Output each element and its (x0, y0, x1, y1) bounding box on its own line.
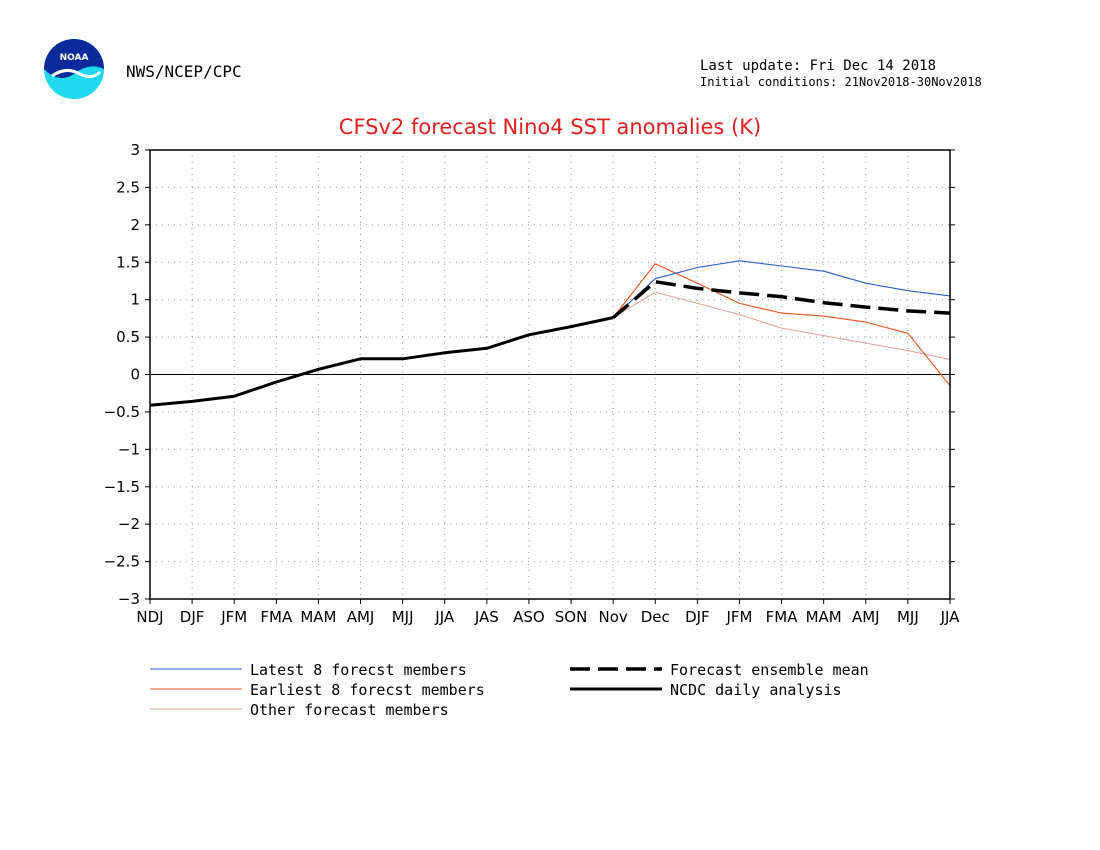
y-tick-label: 3 (130, 141, 140, 159)
x-tick-label: MJJ (897, 608, 919, 626)
y-tick-label: −1 (118, 440, 140, 458)
x-tick-label: DJF (180, 608, 205, 626)
series-line-3 (612, 263, 951, 387)
y-tick-label: −1.5 (104, 478, 140, 496)
org-name: NWS/NCEP/CPC (126, 62, 242, 81)
series-line-1 (612, 279, 951, 319)
x-tick-label: AMJ (852, 608, 880, 626)
y-tick-label: −2 (118, 515, 140, 533)
y-tick-label: 0 (130, 366, 140, 384)
y-tick-label: −2.5 (104, 553, 140, 571)
legend: Latest 8 forecst members Earliest 8 fore… (150, 661, 869, 719)
x-tick-label: NDJ (136, 608, 163, 626)
x-tick-label: MAM (806, 608, 842, 626)
series-line-4 (612, 291, 951, 360)
initial-conditions: Initial conditions: 21Nov2018-30Nov2018 (700, 75, 982, 89)
y-tick-label: 2.5 (116, 178, 140, 196)
x-tick-label: JJA (940, 608, 961, 626)
series-layer (149, 260, 951, 407)
series-line-2 (612, 260, 951, 319)
legend-label-mean: Forecast ensemble mean (670, 661, 869, 679)
y-tick-label: −0.5 (104, 403, 140, 421)
legend-label-earliest: Earliest 8 forecst members (250, 681, 485, 699)
x-tick-label: Dec (641, 608, 670, 626)
x-tick-label: JFM (220, 608, 247, 626)
legend-label-latest: Latest 8 forecst members (250, 661, 467, 679)
legend-label-other: Other forecast members (250, 701, 449, 719)
y-tick-label: 1.5 (116, 253, 140, 271)
x-tick-label: ASO (513, 608, 545, 626)
y-tick-label: 1 (130, 291, 140, 309)
x-tick-label: JJA (434, 608, 455, 626)
x-tick-label: JFM (725, 608, 752, 626)
x-tick-label: FMA (766, 608, 799, 626)
chart-title: CFSv2 forecast Nino4 SST anomalies (K) (339, 115, 761, 139)
x-tick-label: Nov (599, 608, 628, 626)
series-line-0 (149, 316, 614, 407)
y-tick-label: −3 (118, 590, 140, 608)
x-tick-label: SON (555, 608, 588, 626)
x-tick-label: DJF (685, 608, 710, 626)
logo-text: NOAA (60, 53, 89, 63)
x-tick-label: AMJ (347, 608, 375, 626)
x-tick-label: FMA (260, 608, 293, 626)
y-tick-label: 2 (130, 216, 140, 234)
noaa-logo: NOAA (44, 39, 104, 99)
x-tick-label: MAM (300, 608, 336, 626)
x-tick-label: JAS (474, 608, 499, 626)
last-update: Last update: Fri Dec 14 2018 (700, 58, 936, 74)
legend-label-analysis: NCDC daily analysis (670, 681, 842, 699)
y-tick-label: 0.5 (116, 328, 140, 346)
grid-layer (150, 150, 950, 599)
plot-frame (149, 149, 951, 600)
x-tick-label: MJJ (392, 608, 414, 626)
